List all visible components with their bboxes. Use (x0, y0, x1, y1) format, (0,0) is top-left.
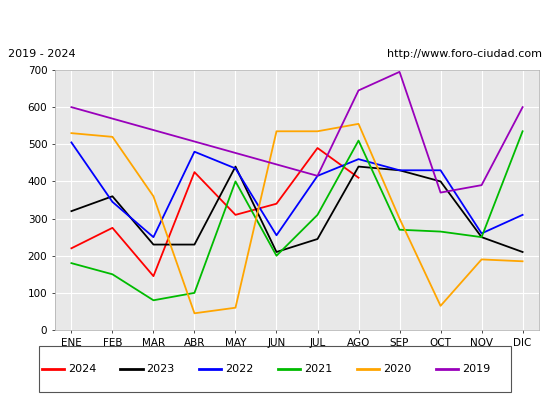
Text: Evolucion Nº Turistas Nacionales en el municipio de Pliego: Evolucion Nº Turistas Nacionales en el m… (80, 14, 470, 28)
Text: 2022: 2022 (226, 364, 254, 374)
Text: 2023: 2023 (146, 364, 175, 374)
Text: 2020: 2020 (383, 364, 411, 374)
Text: 2019 - 2024: 2019 - 2024 (8, 49, 76, 59)
Text: 2024: 2024 (68, 364, 96, 374)
Text: http://www.foro-ciudad.com: http://www.foro-ciudad.com (387, 49, 542, 59)
Text: 2019: 2019 (462, 364, 490, 374)
Text: 2021: 2021 (304, 364, 332, 374)
